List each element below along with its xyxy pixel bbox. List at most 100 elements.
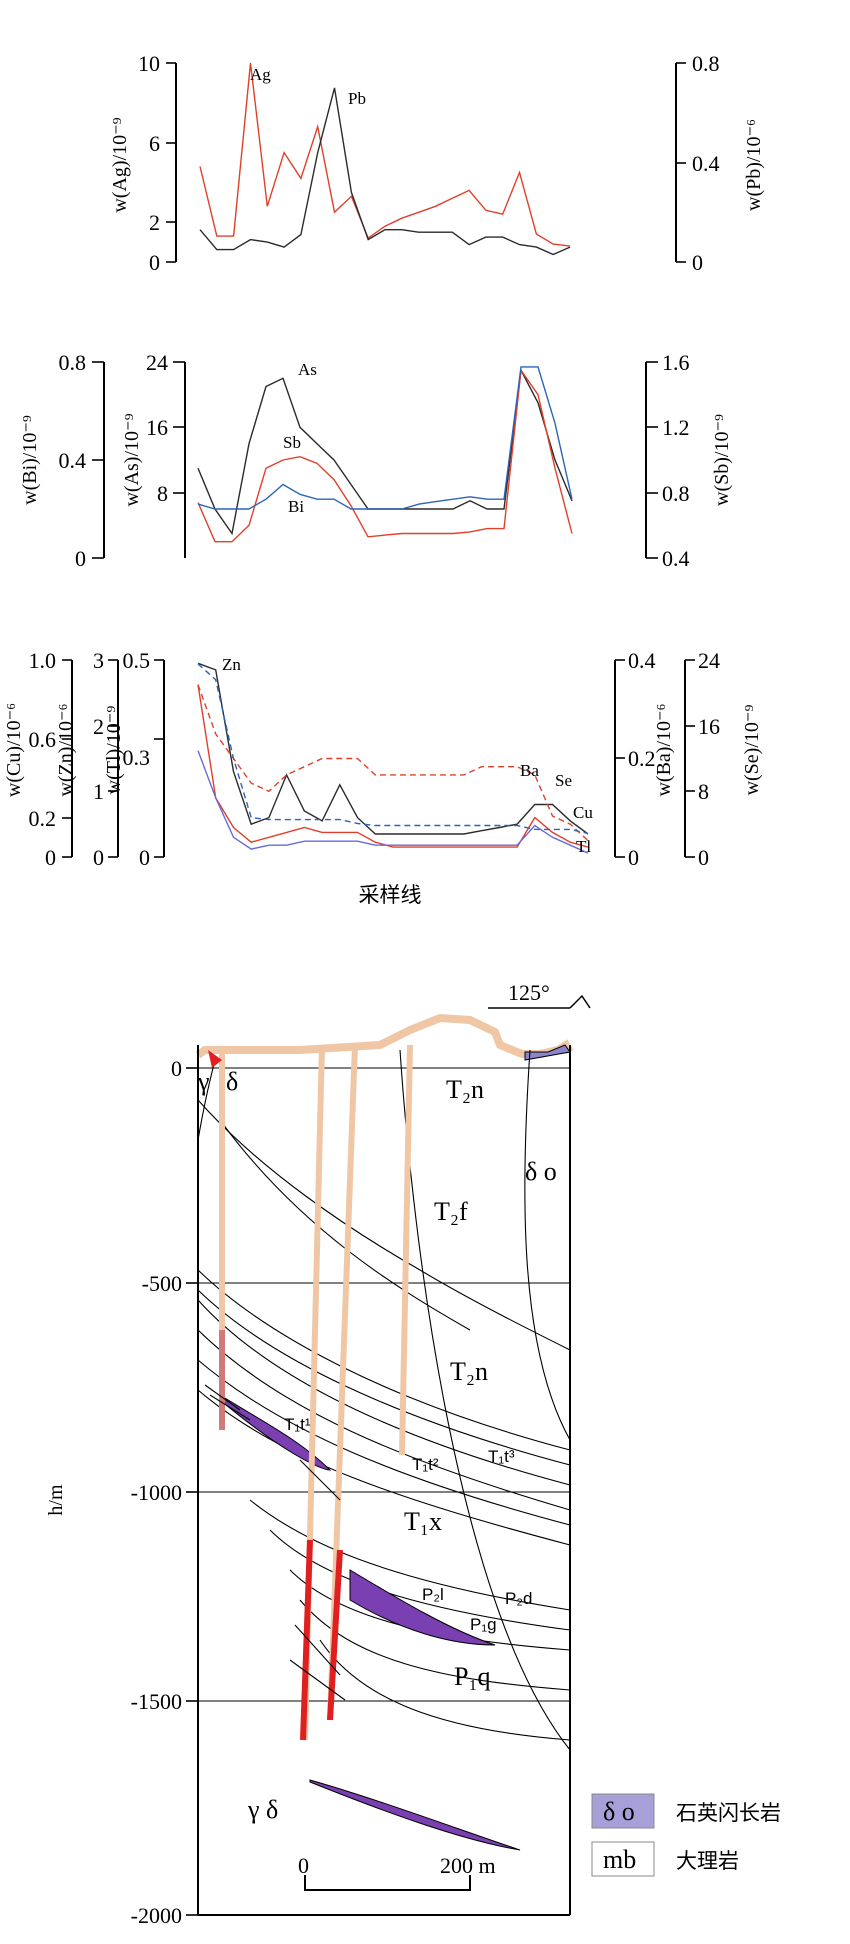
zn-axis-label: w(Zn)/10⁻⁶ xyxy=(55,703,77,796)
cu-tick-0.2: 0.2 xyxy=(29,806,57,831)
series-line-ag xyxy=(199,62,571,247)
series-label-as: As xyxy=(298,360,317,379)
tl-tick-0.3: 0.3 xyxy=(123,745,151,770)
chart-ag-pb: 0 2 6 10 0 0.4 0.8 w(Ag)/10⁻⁹ w(Pb)/10⁻⁶… xyxy=(109,51,765,275)
legend-symbol-quartz-diorite: δ o xyxy=(603,1797,635,1826)
sb-tick-0.4: 0.4 xyxy=(662,546,690,571)
series-line-zn xyxy=(197,662,589,835)
series-line-tl xyxy=(197,750,589,854)
unit-delta: δ xyxy=(226,1067,238,1096)
legend-text-marble: 大理岩 xyxy=(676,1849,739,1873)
h-tick-0: 0 xyxy=(171,1056,182,1081)
tl-tick-0: 0 xyxy=(139,845,150,870)
x-axis-label: 采样线 xyxy=(359,883,422,907)
se-tick-0: 0 xyxy=(698,845,709,870)
ag-tick-10: 10 xyxy=(138,51,160,76)
cu-tick-0.6: 0.6 xyxy=(29,727,57,752)
h-tick-2000: -2000 xyxy=(131,1903,182,1928)
unit-p1g: P₁g xyxy=(470,1615,497,1634)
as-tick-8: 8 xyxy=(157,481,168,506)
zn-tick-2: 2 xyxy=(93,714,104,739)
tl-tick-0.5: 0.5 xyxy=(123,648,151,673)
ba-tick-0.4: 0.4 xyxy=(628,648,656,673)
se-tick-24: 24 xyxy=(698,648,720,673)
series-label-sb: Sb xyxy=(283,433,301,452)
scale-zero: 0 xyxy=(298,1853,309,1878)
pb-tick-0.4: 0.4 xyxy=(692,151,720,176)
bi-axis-label: w(Bi)/10⁻⁹ xyxy=(19,415,41,505)
series-line-bi xyxy=(197,366,573,510)
pb-tick-0: 0 xyxy=(692,250,703,275)
ag-axis-label: w(Ag)/10⁻⁹ xyxy=(109,117,131,212)
h-tick-500: -500 xyxy=(142,1271,182,1296)
unit-p1q: P₁q xyxy=(454,1662,491,1691)
ba-axis-label: w(Ba)/10⁻⁶ xyxy=(653,703,675,796)
bi-tick-0.4: 0.4 xyxy=(59,448,87,473)
series-line-pb xyxy=(199,87,571,256)
series-line-sb xyxy=(197,368,573,543)
sb-axis-label: w(Sb)/10⁻⁹ xyxy=(711,414,733,506)
pb-tick-0.8: 0.8 xyxy=(692,51,720,76)
series-label-se: Se xyxy=(555,771,572,790)
ba-tick-0.2: 0.2 xyxy=(628,746,656,771)
legend-swatch-quartz-diorite xyxy=(591,1793,655,1829)
unit-gamma-delta: γ δ xyxy=(247,1795,278,1824)
se-tick-16: 16 xyxy=(698,714,720,739)
legend-swatch-marble xyxy=(591,1841,655,1877)
series-label-pb: Pb xyxy=(348,89,366,108)
zn-tick-1: 1 xyxy=(93,779,104,804)
h-tick-1000: -1000 xyxy=(131,1480,182,1505)
geologic-section: 0 -500 -1000 -1500 -2000 h/m 125° xyxy=(45,980,591,1928)
unit-t1t1: T₁t¹ xyxy=(284,1415,311,1434)
h-tick-1500: -1500 xyxy=(131,1689,182,1714)
bi-tick-0.8: 0.8 xyxy=(59,350,87,375)
scale-end: 200 m xyxy=(440,1853,496,1878)
cu-tick-0: 0 xyxy=(45,845,56,870)
pb-axis-label: w(Pb)/10⁻⁶ xyxy=(743,119,765,211)
bi-tick-0: 0 xyxy=(75,546,86,571)
se-axis-label: w(Se)/10⁻⁹ xyxy=(741,705,763,796)
as-axis-label: w(As)/10⁻⁹ xyxy=(121,413,143,506)
chart-bi-as-sb: 0 0.4 0.8 8 16 24 0.4 0.8 1.2 1.6 w(Bi)/… xyxy=(19,350,733,571)
zn-tick-0: 0 xyxy=(93,845,104,870)
ag-tick-6: 6 xyxy=(149,131,160,156)
ba-tick-0: 0 xyxy=(628,845,639,870)
legend-symbol-marble: mb xyxy=(603,1845,636,1874)
series-label-cu: Cu xyxy=(573,803,593,822)
series-line-ba xyxy=(197,684,589,848)
series-line-se xyxy=(197,684,589,842)
ag-tick-0: 0 xyxy=(149,250,160,275)
sb-tick-1.6: 1.6 xyxy=(662,350,690,375)
unit-p2l: P₂l xyxy=(422,1585,444,1604)
unit-t2f: T₂f xyxy=(434,1197,468,1226)
h-axis-label: h/m xyxy=(45,1484,67,1516)
as-tick-24: 24 xyxy=(146,350,168,375)
legend: δ o 石英闪长岩 mb 大理岩 xyxy=(591,1793,781,1877)
chart-cu-zn-tl-ba-se: 0 0.2 0.6 1.0 0 1 2 3 0 0.3 0.5 0 0.2 0.… xyxy=(3,648,763,907)
unit-t1t3: T₁t³ xyxy=(488,1447,515,1466)
sb-tick-1.2: 1.2 xyxy=(662,415,690,440)
series-label-ag: Ag xyxy=(250,65,271,84)
se-tick-8: 8 xyxy=(698,779,709,804)
unit-t2n-lower: T₂n xyxy=(450,1357,488,1386)
cu-tick-1.0: 1.0 xyxy=(29,648,57,673)
as-tick-16: 16 xyxy=(146,415,168,440)
zn-tick-3: 3 xyxy=(93,648,104,673)
azimuth-label: 125° xyxy=(508,980,550,1005)
unit-gamma: γ xyxy=(197,1067,210,1096)
unit-delta-o: δ o xyxy=(525,1157,557,1186)
unit-t1t2: T₁t² xyxy=(412,1455,439,1474)
tl-axis-label: w(Tl)/10⁻⁹ xyxy=(103,706,125,795)
series-label-ba: Ba xyxy=(520,761,539,780)
series-label-tl: Tl xyxy=(576,837,591,856)
unit-p2d: P₂d xyxy=(505,1589,532,1608)
sb-tick-0.8: 0.8 xyxy=(662,481,690,506)
unit-t1x: T₁x xyxy=(404,1507,442,1536)
unit-t2n-upper: T₂n xyxy=(446,1075,484,1104)
series-line-cu xyxy=(197,663,589,835)
legend-text-quartz-diorite: 石英闪长岩 xyxy=(676,1801,781,1825)
series-label-zn: Zn xyxy=(222,655,241,674)
series-label-bi: Bi xyxy=(288,497,304,516)
cu-axis-label: w(Cu)/10⁻⁶ xyxy=(3,703,25,797)
